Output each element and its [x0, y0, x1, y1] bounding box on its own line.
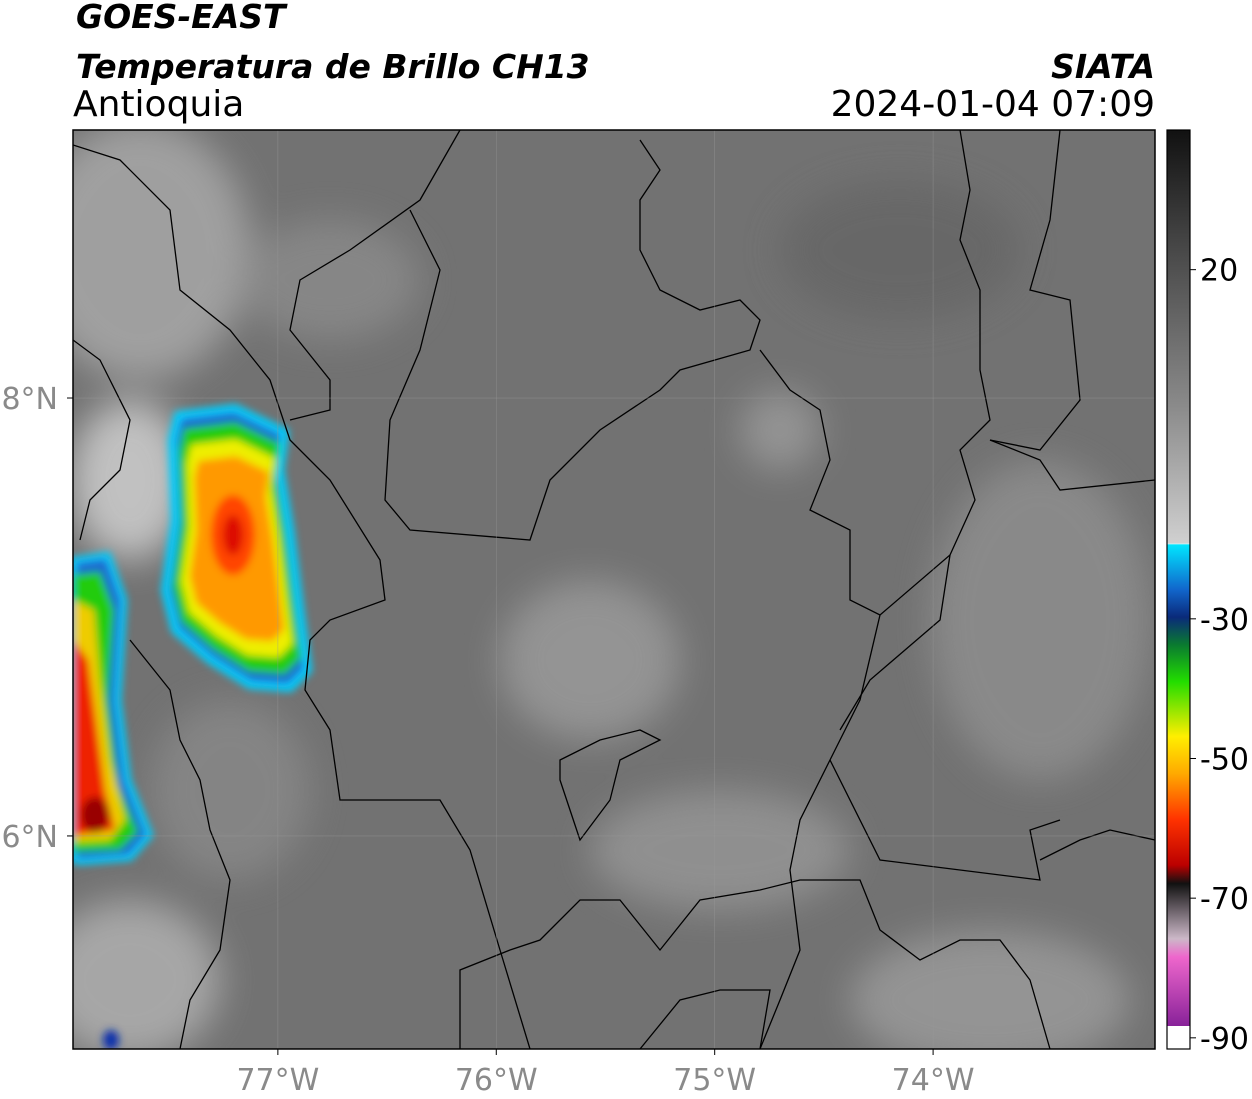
- title: GOES-EAST: [76, 0, 288, 36]
- source: SIATA: [1051, 47, 1155, 86]
- colorbar-tick-label: -30: [1200, 603, 1249, 638]
- x-tick-label: 74°W: [892, 1063, 975, 1098]
- subtitle: Temperatura de Brillo CH13: [76, 47, 590, 86]
- colorbar-tick-label: -70: [1200, 882, 1249, 917]
- map-frame: [72, 129, 1156, 1050]
- colorbar-tick-label: 20: [1200, 254, 1238, 289]
- colorbar: [1166, 129, 1191, 1050]
- y-tick-label: 6°N: [1, 820, 58, 855]
- colorbar-tick-label: -90: [1200, 1022, 1249, 1057]
- colorbar-tick-label: -50: [1200, 742, 1249, 777]
- borders: [73, 130, 1155, 1049]
- y-tick-label: 8°N: [1, 382, 58, 417]
- region: Antioquia: [73, 84, 244, 125]
- grid: [73, 130, 1155, 1049]
- x-tick-label: 77°W: [236, 1063, 319, 1098]
- imagery: [73, 130, 1155, 1049]
- x-tick-label: 75°W: [673, 1063, 756, 1098]
- x-tick-label: 76°W: [455, 1063, 538, 1098]
- datetime: 2024-01-04 07:09: [831, 84, 1155, 125]
